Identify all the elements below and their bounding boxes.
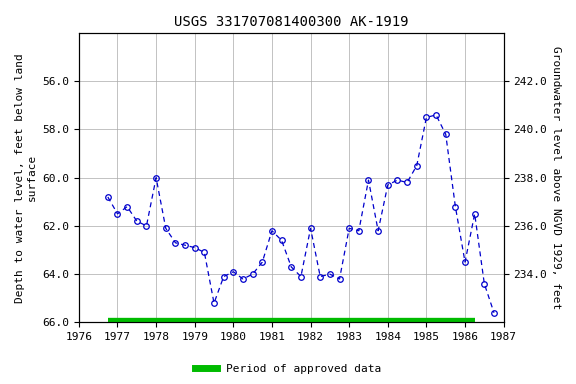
Title: USGS 331707081400300 AK-1919: USGS 331707081400300 AK-1919 bbox=[174, 15, 408, 29]
Y-axis label: Groundwater level above NGVD 1929, feet: Groundwater level above NGVD 1929, feet bbox=[551, 46, 561, 309]
Y-axis label: Depth to water level, feet below land
surface: Depth to water level, feet below land su… bbox=[15, 53, 37, 303]
Legend: Period of approved data: Period of approved data bbox=[191, 359, 385, 379]
